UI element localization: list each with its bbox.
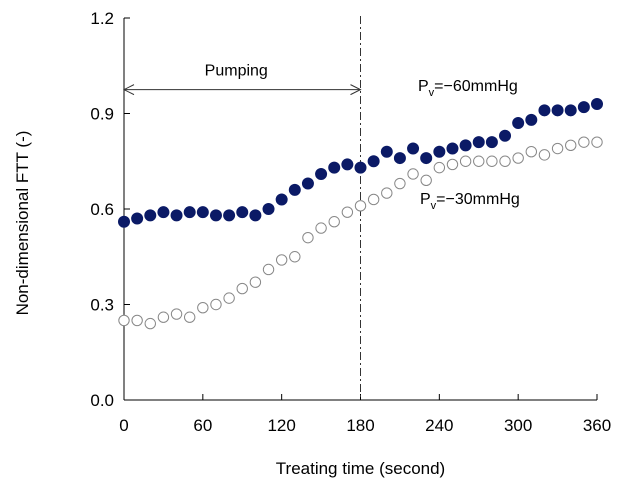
data-point: [446, 142, 459, 155]
data-point: [144, 209, 157, 222]
axes: 0.0 0.3 0.6 0.9 1.2 0 60 120 180 240 300 360: [90, 9, 611, 435]
data-point: [170, 308, 183, 320]
data-point: [393, 152, 406, 165]
y-tick-label: 0.6: [90, 200, 114, 219]
data-point: [275, 254, 288, 266]
data-point: [420, 152, 433, 165]
series-2: [118, 136, 603, 330]
data-point: [144, 317, 156, 330]
data-point: [472, 136, 485, 149]
data-point: [328, 216, 340, 228]
data-point: [485, 136, 498, 149]
data-point: [301, 177, 314, 190]
pumping-label: Pumping: [205, 63, 268, 80]
pumping-arrow-left-head: [122, 84, 135, 96]
data-point: [209, 209, 222, 222]
data-point: [262, 203, 275, 215]
x-tick-label: 240: [425, 416, 453, 435]
y-tick-label: 0.3: [90, 296, 114, 315]
data-point: [197, 301, 209, 314]
y-axis-title: Non-dimensional FTT (-): [13, 131, 32, 316]
data-point: [380, 145, 393, 158]
data-point: [157, 311, 170, 323]
data-point: [183, 206, 196, 219]
data-point: [131, 314, 143, 327]
y-tick-label: 0.9: [90, 105, 114, 124]
data-point: [578, 136, 590, 148]
data-point: [433, 161, 446, 174]
series-1: [118, 97, 603, 228]
data-point: [407, 168, 419, 180]
data-point: [551, 142, 564, 155]
data-point: [459, 155, 472, 167]
data-point: [381, 187, 393, 199]
data-point: [407, 142, 420, 155]
annotation-layer: Pumping Pv=−60mmHg Pv=−30mmHg: [122, 63, 520, 212]
x-axis-title: Treating time (second): [276, 459, 445, 478]
data-point: [577, 101, 590, 114]
data-point: [341, 158, 354, 171]
data-point: [196, 206, 209, 219]
data-point: [420, 174, 432, 187]
series-1-label: Pv=−60mmHg: [418, 78, 518, 99]
data-point: [183, 311, 196, 323]
data-point: [302, 231, 314, 244]
data-point: [223, 292, 235, 304]
data-point: [459, 139, 472, 152]
data-point: [354, 161, 367, 174]
data-point: [223, 209, 236, 222]
data-point: [236, 282, 248, 295]
x-tick-label: 0: [119, 416, 128, 435]
data-point: [446, 158, 459, 171]
y-tick-label: 0.0: [90, 391, 114, 410]
data-point: [433, 145, 446, 158]
data-point: [486, 155, 498, 167]
series-2-label: Pv=−30mmHg: [420, 191, 520, 212]
y-tick-label: 1.2: [90, 9, 114, 28]
data-point: [118, 314, 130, 327]
pumping-arrow-right-head: [350, 84, 362, 96]
data-point: [512, 117, 525, 130]
x-tick-label: 180: [346, 416, 374, 435]
data-point: [367, 193, 380, 206]
data-point: [394, 177, 406, 190]
data-point: [170, 209, 183, 222]
data-point: [131, 212, 144, 225]
data-point: [591, 97, 603, 110]
data-point: [525, 113, 538, 126]
data-point: [275, 193, 288, 206]
x-tick-label: 60: [193, 416, 212, 435]
data-point: [341, 206, 354, 218]
data-point: [210, 298, 222, 311]
data-point: [289, 251, 301, 263]
data-point: [591, 136, 603, 148]
data-point: [473, 155, 485, 167]
data-point: [538, 104, 551, 117]
data-point: [367, 155, 380, 168]
data-point: [249, 209, 262, 222]
x-tick-label: 120: [267, 416, 295, 435]
data-point: [315, 222, 327, 234]
data-point: [288, 183, 301, 196]
data-point: [315, 167, 328, 180]
data-point: [236, 206, 249, 219]
data-point: [157, 206, 170, 219]
data-point: [249, 276, 262, 288]
data-point: [354, 200, 367, 212]
series-layer: [118, 97, 603, 330]
data-point: [538, 149, 551, 161]
data-point: [118, 215, 130, 228]
data-point: [499, 155, 511, 167]
data-point: [525, 146, 538, 158]
data-point: [262, 263, 275, 276]
data-point: [499, 129, 512, 142]
data-point: [328, 161, 341, 174]
data-point: [564, 104, 577, 117]
data-point: [551, 104, 564, 117]
x-tick-label: 360: [583, 416, 611, 435]
data-point: [512, 152, 524, 164]
x-tick-label: 300: [504, 416, 532, 435]
data-point: [565, 139, 577, 152]
